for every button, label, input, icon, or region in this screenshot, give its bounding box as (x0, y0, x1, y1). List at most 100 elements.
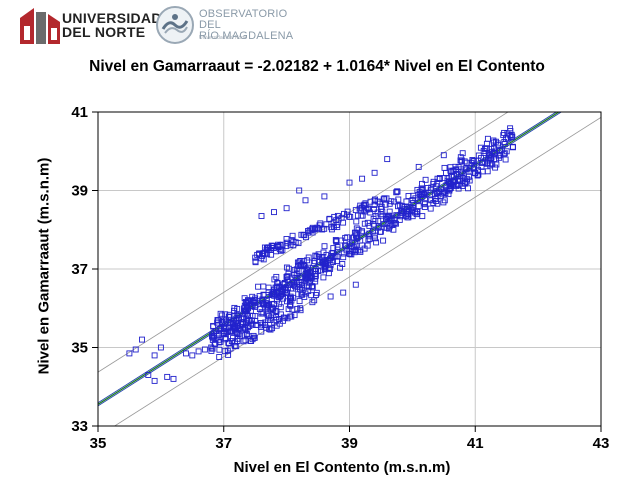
plot-frame (97, 111, 602, 427)
data-point (227, 328, 233, 335)
x-tick-label: 43 (593, 435, 610, 452)
data-point (510, 144, 516, 151)
data-point (249, 317, 255, 324)
data-point (422, 176, 429, 183)
data-point (377, 200, 383, 207)
data-point (361, 201, 368, 208)
data-point (321, 243, 328, 250)
data-point (403, 198, 410, 205)
data-point (395, 203, 401, 210)
data-point (216, 326, 223, 332)
data-point (271, 286, 278, 293)
data-point (396, 216, 403, 223)
data-point (247, 307, 254, 314)
data-point (319, 226, 326, 233)
data-point (492, 138, 499, 145)
data-point (151, 377, 158, 384)
data-point (271, 291, 278, 298)
data-point (285, 306, 292, 313)
data-point (145, 372, 152, 378)
data-point (311, 258, 318, 265)
data-point (346, 248, 353, 255)
data-point (321, 264, 328, 270)
data-point (333, 258, 340, 265)
data-point (422, 201, 428, 208)
y-tick-label: 41 (71, 104, 88, 121)
data-point (434, 189, 441, 196)
data-point (458, 157, 465, 164)
data-point (263, 246, 270, 253)
data-point (283, 243, 290, 250)
data-point (488, 145, 495, 152)
data-point (299, 282, 306, 289)
data-point (267, 326, 274, 333)
data-point (170, 375, 177, 382)
data-point (352, 281, 359, 288)
data-point (225, 351, 232, 358)
data-point (391, 217, 398, 224)
data-point (318, 267, 325, 274)
data-point (266, 313, 272, 320)
data-point (277, 311, 284, 318)
data-point (481, 145, 488, 152)
header-logos: UNIVERSIDAD DEL NORTE OBSERVATORIO DEL R… (6, 2, 306, 48)
data-point (449, 179, 456, 186)
observatorio-logo-icon (156, 6, 194, 44)
data-point (494, 140, 501, 147)
data-point (285, 270, 292, 277)
data-point (195, 348, 202, 355)
data-point (484, 160, 491, 166)
x-tick-label: 35 (90, 435, 107, 452)
data-point (359, 242, 366, 249)
data-point (302, 197, 309, 204)
data-point (287, 298, 293, 305)
data-point (484, 168, 491, 175)
data-point (274, 279, 281, 286)
data-point (258, 309, 265, 316)
data-point (441, 164, 448, 171)
data-point (403, 213, 410, 219)
data-point (225, 339, 232, 346)
data-point (244, 312, 251, 319)
data-point (501, 150, 508, 157)
data-point (232, 339, 239, 346)
data-point (384, 224, 391, 231)
x-axis-label: Nivel en El Contento (m.s.n.m) (233, 459, 451, 476)
data-point (327, 262, 334, 269)
data-point (369, 228, 376, 235)
data-point (288, 297, 295, 304)
data-point (333, 222, 340, 228)
data-point (486, 152, 493, 159)
data-point (390, 220, 397, 227)
data-point (283, 264, 290, 271)
data-point (502, 156, 509, 163)
data-point (216, 354, 223, 360)
data-point (509, 133, 516, 140)
data-point (371, 202, 378, 208)
data-point (274, 283, 281, 290)
data-point (291, 312, 298, 319)
data-point (319, 253, 326, 260)
data-point (327, 265, 334, 272)
data-point (343, 243, 350, 250)
data-point (478, 155, 484, 162)
observatory-name-line2: RÍO MAGDALENA (199, 30, 294, 42)
data-point (264, 305, 271, 312)
x-tick-label: 41 (467, 435, 484, 452)
data-point (466, 177, 473, 184)
data-point (326, 216, 333, 223)
data-point (497, 152, 504, 159)
observatory-name-line1: OBSERVATORIO DEL (199, 8, 288, 31)
data-point (472, 169, 479, 176)
data-point (183, 350, 189, 357)
data-point (249, 303, 256, 310)
data-point (371, 169, 378, 176)
data-point (440, 152, 447, 159)
data-point (297, 274, 304, 281)
data-point (483, 145, 490, 152)
data-point (361, 220, 368, 227)
observatory-name: OBSERVATORIO DEL RÍO MAGDALENA (199, 9, 306, 42)
data-point (384, 156, 391, 163)
data-point (334, 253, 341, 260)
